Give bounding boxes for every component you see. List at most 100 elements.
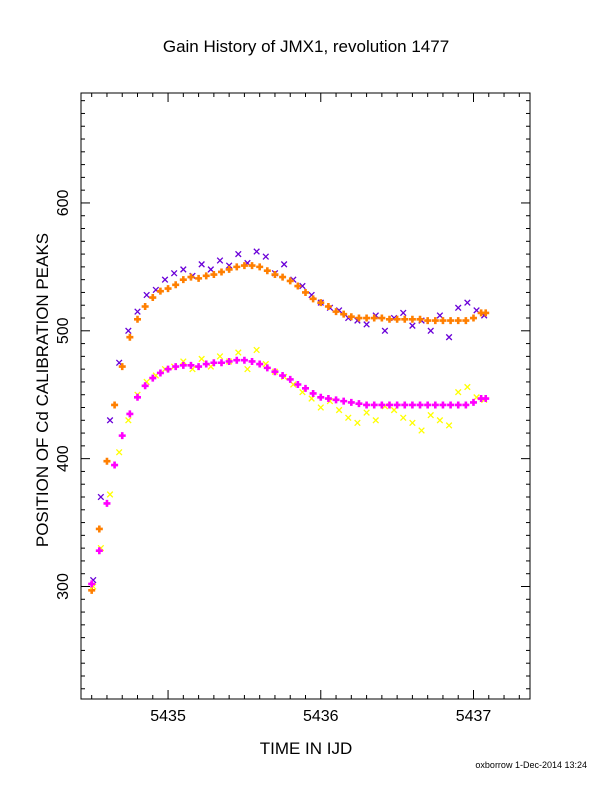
data-point — [115, 448, 123, 456]
data-point — [416, 401, 424, 409]
data-point — [88, 580, 96, 588]
data-point — [482, 395, 490, 403]
data-point — [244, 365, 251, 373]
data-point — [279, 372, 287, 380]
data-point — [235, 250, 242, 258]
data-point — [172, 363, 180, 371]
data-point — [324, 303, 332, 311]
data-point — [149, 294, 157, 302]
data-point — [233, 263, 241, 271]
data-point — [355, 400, 363, 408]
data-point — [294, 380, 302, 388]
data-point — [454, 317, 462, 325]
data-point — [198, 355, 205, 363]
data-point — [363, 401, 371, 409]
data-point — [111, 401, 119, 409]
x-axis: 5435 5436 5437 — [91, 93, 520, 725]
data-point — [399, 414, 407, 421]
data-point — [187, 361, 195, 369]
data-point — [324, 395, 332, 403]
y-axis-label: POSITION OF Cd CALIBRATION PEAKS — [33, 233, 52, 547]
data-point — [271, 271, 279, 279]
data-point — [418, 427, 425, 434]
data-point — [317, 404, 325, 411]
data-point — [462, 317, 470, 325]
data-point — [286, 277, 294, 285]
y-tick-label: 500 — [55, 317, 72, 344]
data-point — [462, 401, 470, 409]
data-point — [447, 317, 455, 325]
data-point — [256, 360, 264, 368]
data-point — [263, 267, 271, 275]
y-tick-label: 600 — [55, 190, 72, 217]
data-point — [363, 321, 370, 328]
chart-title: Gain History of JMX1, revolution 1477 — [163, 37, 449, 56]
data-point — [263, 364, 271, 372]
data-point — [143, 291, 150, 299]
data-point — [363, 314, 371, 322]
data-point — [347, 398, 355, 406]
data-point — [106, 491, 114, 498]
data-point — [427, 327, 434, 335]
data-point — [195, 274, 203, 282]
data-point — [111, 461, 119, 469]
data-point — [118, 363, 126, 371]
data-point — [118, 432, 126, 440]
data-point — [340, 397, 348, 405]
plot-area — [88, 248, 490, 594]
data-point — [103, 499, 111, 507]
data-point — [294, 282, 302, 290]
data-point — [271, 368, 279, 376]
data-point — [401, 401, 409, 409]
data-point — [454, 304, 462, 312]
data-point — [134, 393, 142, 401]
data-point — [299, 282, 306, 290]
data-point — [198, 261, 205, 268]
data-point — [464, 383, 471, 391]
data-point — [340, 310, 348, 318]
data-point — [427, 411, 434, 419]
data-point — [187, 273, 195, 281]
data-point — [354, 419, 361, 427]
data-point — [469, 314, 477, 322]
data-point — [302, 288, 309, 296]
data-point — [424, 401, 432, 409]
data-point — [335, 406, 343, 414]
data-point — [408, 401, 416, 409]
x-tick-label: 5437 — [456, 708, 492, 725]
data-point — [482, 309, 490, 317]
data-point — [156, 369, 164, 377]
data-point — [309, 389, 317, 397]
data-point — [408, 315, 416, 323]
data-point — [141, 382, 149, 390]
data-point — [134, 315, 142, 323]
series-1 — [88, 262, 490, 594]
data-point — [216, 257, 224, 264]
series-3 — [88, 356, 490, 588]
data-point — [172, 281, 180, 289]
data-point — [416, 315, 424, 323]
data-point — [399, 309, 407, 317]
data-point — [218, 359, 226, 367]
data-point — [253, 346, 260, 354]
data-point — [248, 262, 256, 270]
data-point — [279, 273, 287, 281]
data-point — [95, 525, 103, 533]
data-point — [164, 285, 172, 293]
data-point — [253, 248, 260, 255]
y-tick-label: 300 — [55, 573, 72, 600]
data-point — [180, 358, 187, 365]
x-tick-label: 5435 — [150, 708, 186, 725]
data-point — [156, 287, 164, 295]
data-point — [431, 317, 439, 325]
data-point — [225, 262, 233, 269]
data-point — [125, 327, 132, 335]
data-point — [372, 417, 380, 424]
data-point — [240, 262, 248, 270]
data-point — [445, 333, 453, 341]
data-point — [378, 401, 386, 409]
data-point — [280, 261, 288, 268]
data-point — [225, 265, 233, 273]
data-point — [262, 253, 270, 260]
data-point — [317, 299, 325, 307]
